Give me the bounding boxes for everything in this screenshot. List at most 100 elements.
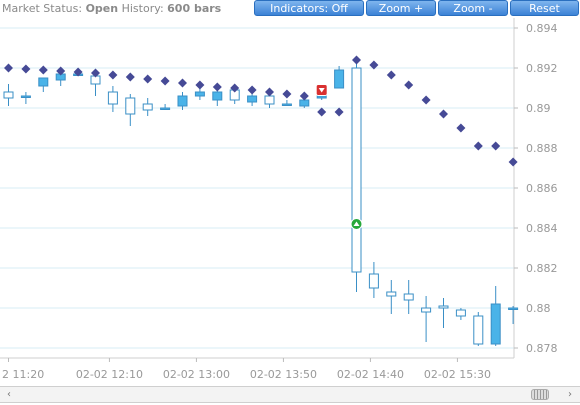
indicator-marker — [143, 74, 153, 84]
toolbar: Market Status: Open History: 600 bars In… — [0, 0, 580, 18]
indicator-marker — [108, 70, 118, 80]
scroll-left-arrow-icon[interactable]: ‹ — [7, 389, 11, 400]
candle — [177, 92, 188, 110]
candle-body — [386, 291, 397, 297]
candle-body — [455, 309, 466, 317]
y-tick-label: 0.888 — [526, 142, 558, 155]
candle-body — [107, 91, 118, 105]
candle-body — [281, 103, 292, 106]
candle — [403, 280, 414, 314]
candle-body — [316, 95, 327, 99]
candle-body — [403, 293, 414, 301]
candle — [142, 98, 153, 116]
indicator-marker — [91, 68, 100, 78]
x-tick-label: 2 11:20 — [2, 368, 44, 381]
indicator-marker — [160, 76, 170, 86]
indicator-marker — [369, 60, 379, 70]
y-tick-label: 0.89 — [526, 102, 551, 115]
candle-body — [299, 99, 310, 107]
candle-body — [334, 69, 345, 89]
indicator-marker — [56, 66, 66, 76]
candle — [160, 104, 171, 110]
y-tick-label: 0.892 — [526, 62, 558, 75]
candle-body — [351, 67, 362, 273]
indicator-marker — [317, 107, 327, 117]
indicator-marker — [421, 95, 431, 105]
y-tick-label: 0.882 — [526, 262, 558, 275]
status-line: Market Status: Open History: 600 bars — [2, 2, 221, 15]
indicator-marker — [125, 72, 135, 82]
x-axis: 2 11:20 02-02 12:10 02-02 13:00 02-02 13:50… — [0, 357, 514, 381]
indicator-marker — [265, 87, 274, 97]
candle — [107, 86, 118, 112]
indicator-markers — [4, 55, 518, 167]
candle — [490, 286, 501, 346]
candle — [20, 92, 31, 104]
candle — [438, 298, 449, 328]
x-tick-label: 02-02 12:10 — [76, 368, 143, 381]
candle — [386, 280, 397, 314]
scroll-thumb[interactable] — [531, 389, 549, 400]
candle-body — [368, 273, 379, 289]
market-status-label: Market Status: — [2, 2, 83, 15]
indicators-button[interactable]: Indicators: Off — [254, 0, 364, 16]
indicator-marker — [352, 55, 361, 65]
candle — [38, 77, 49, 92]
indicator-marker — [439, 109, 448, 119]
y-tick-label: 0.886 — [526, 182, 558, 195]
candles — [3, 62, 519, 346]
indicator-marker — [4, 63, 13, 73]
indicator-marker — [456, 123, 466, 133]
candle-body — [473, 315, 484, 345]
grid-lines — [0, 27, 514, 349]
history-label: History: — [121, 2, 164, 15]
reset-button[interactable]: Reset — [510, 0, 579, 16]
candle — [125, 94, 136, 126]
candle-body — [20, 95, 31, 98]
y-axis: 0.878 0.88 0.882 0.884 0.886 0.888 0.89 0.892 0.… — [513, 18, 558, 358]
indicator-marker — [195, 80, 205, 90]
indicator-marker — [230, 83, 240, 93]
candle-body — [421, 307, 432, 313]
y-tick-label: 0.878 — [526, 342, 558, 355]
indicator-marker — [38, 65, 48, 75]
candle-body — [177, 95, 188, 107]
candle-body — [38, 77, 49, 87]
candle — [351, 62, 362, 292]
indicator-marker — [247, 85, 257, 95]
x-tick-label: 02-02 14:40 — [337, 368, 404, 381]
buy-signal-icon — [350, 218, 363, 230]
indicator-marker — [21, 64, 31, 74]
history-value: 600 bars — [167, 2, 222, 15]
market-status-value: Open — [85, 2, 119, 15]
candle-body — [194, 91, 205, 97]
candle-body — [160, 107, 171, 110]
candle-body — [490, 303, 501, 345]
horizontal-scrollbar[interactable]: ‹ › — [0, 386, 580, 403]
indicator-marker — [473, 141, 483, 151]
indicator-marker — [491, 141, 501, 151]
candle-body — [438, 305, 449, 309]
indicator-marker — [212, 82, 222, 92]
x-tick-label: 02-02 13:00 — [163, 368, 230, 381]
candle-body — [3, 91, 14, 99]
indicator-marker — [334, 107, 344, 117]
price-chart[interactable]: 0.878 0.88 0.882 0.884 0.886 0.888 0.89 0.892 0.… — [0, 18, 580, 384]
candle-body — [212, 91, 223, 101]
candle-body — [264, 95, 275, 105]
candle-body — [247, 95, 258, 103]
candle — [508, 306, 519, 324]
scroll-right-arrow-icon[interactable]: › — [568, 389, 572, 400]
x-tick-label: 02-02 15:30 — [424, 368, 491, 381]
candle — [368, 262, 379, 298]
candle — [281, 100, 292, 106]
indicator-marker — [386, 70, 396, 80]
indicator-marker — [282, 89, 292, 99]
indicator-marker — [299, 91, 309, 101]
indicator-marker — [73, 67, 83, 77]
zoom-in-button[interactable]: Zoom + — [366, 0, 436, 16]
indicator-marker — [178, 78, 187, 88]
zoom-out-button[interactable]: Zoom - — [438, 0, 508, 16]
y-tick-label: 0.894 — [526, 22, 558, 35]
candle — [473, 312, 484, 346]
